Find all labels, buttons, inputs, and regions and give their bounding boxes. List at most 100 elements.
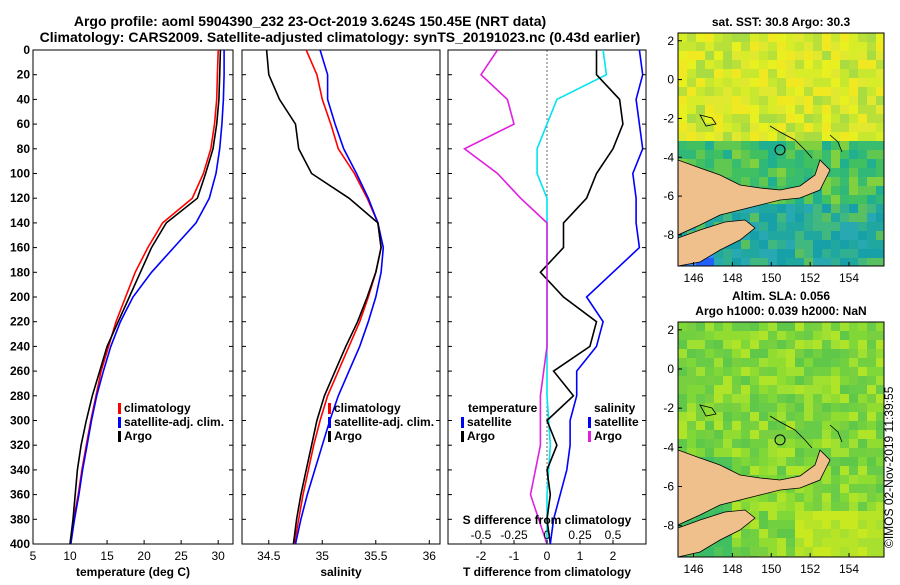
sla-map-cell <box>813 439 823 449</box>
sst-map-cell <box>750 114 760 124</box>
sla-map-cell <box>732 322 742 332</box>
sst-map-cell <box>795 177 805 187</box>
sla-map-cell <box>696 322 706 332</box>
sst-map-cell <box>849 69 859 79</box>
sla-map-cell <box>696 448 706 458</box>
sla-map-ytick-label: -4 <box>663 440 674 454</box>
sst-map-cell <box>840 249 850 259</box>
sst-map-cell <box>714 213 724 223</box>
sla-map-cell <box>786 439 796 449</box>
sst-map-cell <box>777 60 787 70</box>
sla-map-cell <box>705 358 715 368</box>
sst-map-cell <box>840 213 850 223</box>
sla-map-cell <box>732 538 742 548</box>
sla-map-cell <box>786 412 796 422</box>
difference-s-tick-label: 0.5 <box>605 528 622 542</box>
sla-map-cell <box>741 412 751 422</box>
sst-map-cell <box>759 78 769 88</box>
sla-map-cell <box>732 430 742 440</box>
difference-xtick-label: -2 <box>476 549 487 563</box>
sst-map-cell <box>786 222 796 232</box>
sst-map-cell <box>849 231 859 241</box>
sst-map-cell <box>795 33 805 43</box>
sla-map-cell <box>831 403 841 413</box>
sst-map-cell <box>741 213 751 223</box>
sst-map-cell <box>867 33 877 43</box>
sst-map-cell <box>687 132 697 142</box>
sst-map-cell <box>678 96 688 106</box>
sla-map-cell <box>786 538 796 548</box>
sst-map-cell <box>876 42 884 52</box>
sst-map-cell <box>867 42 877 52</box>
sla-map-cell <box>795 457 805 467</box>
sla-map-cell <box>786 331 796 341</box>
sst-map-cell <box>795 150 805 160</box>
temperature-ytick-label: 200 <box>10 290 30 304</box>
sst-map-cell <box>768 231 778 241</box>
sla-map-cell <box>858 349 868 359</box>
sla-map-cell <box>768 529 778 539</box>
sst-map-cell <box>678 123 688 133</box>
sst-map-cell <box>786 168 796 178</box>
sst-map-cell <box>795 231 805 241</box>
sla-map-cell <box>714 331 724 341</box>
sla-map-cell <box>786 493 796 503</box>
sst-map-cell <box>831 231 841 241</box>
sla-map-cell <box>723 439 733 449</box>
sst-map-cell <box>876 87 884 97</box>
sla-map-cell <box>804 322 814 332</box>
sla-map-cell <box>777 520 787 530</box>
sla-map-cell <box>795 322 805 332</box>
sst-map-cell <box>813 195 823 205</box>
sla-map-cell <box>750 547 760 557</box>
sla-map-cell <box>867 538 877 548</box>
sla-map-cell <box>840 511 850 521</box>
sla-map-cell <box>822 394 832 404</box>
sla-map-cell <box>714 358 724 368</box>
sla-map-cell <box>849 340 859 350</box>
sla-map-cell <box>759 403 769 413</box>
sst-map-cell <box>687 159 697 169</box>
sst-map-xtick-label: 148 <box>722 271 742 285</box>
sst-map-cell <box>876 150 884 160</box>
sla-map-cell <box>714 439 724 449</box>
sla-map-cell <box>687 385 697 395</box>
sst-map-cell <box>840 222 850 232</box>
sst-map-cell <box>804 96 814 106</box>
sst-map-cell <box>768 141 778 151</box>
sla-map-cell <box>741 322 751 332</box>
sst-map-cell <box>840 204 850 214</box>
sst-map-cell <box>876 186 884 196</box>
sla-map-cell <box>732 421 742 431</box>
sst-map-cell <box>804 213 814 223</box>
sla-map-cell <box>705 439 715 449</box>
salinity-series-group <box>265 50 385 544</box>
sst-map-cell <box>723 78 733 88</box>
sla-map-cell <box>849 457 859 467</box>
sla-map-cell <box>849 385 859 395</box>
sst-map-cell <box>714 69 724 79</box>
difference-series-t-argo <box>539 50 624 544</box>
sst-map-cell <box>687 51 697 61</box>
sla-map-cell <box>750 520 760 530</box>
sla-map-cell <box>876 538 884 548</box>
sst-map-cell <box>849 114 859 124</box>
sst-map-cell <box>858 168 868 178</box>
sst-map-cell <box>687 42 697 52</box>
sst-map-cell <box>822 213 832 223</box>
sst-map-cell <box>867 114 877 124</box>
temperature-xtick-label: 20 <box>137 549 151 563</box>
sla-map-cell <box>714 421 724 431</box>
sla-map-cell <box>840 394 850 404</box>
sst-map-cell <box>795 249 805 259</box>
sst-map-cell <box>732 123 742 133</box>
sla-map-cell <box>795 331 805 341</box>
sla-map-cell <box>705 340 715 350</box>
sst-map-cell <box>849 33 859 43</box>
sla-map-cell <box>795 484 805 494</box>
sst-map-cell <box>714 159 724 169</box>
sst-map-cell <box>759 222 769 232</box>
sst-map-cell <box>741 132 751 142</box>
sst-map-cell <box>750 51 760 61</box>
sla-map-cell <box>831 502 841 512</box>
